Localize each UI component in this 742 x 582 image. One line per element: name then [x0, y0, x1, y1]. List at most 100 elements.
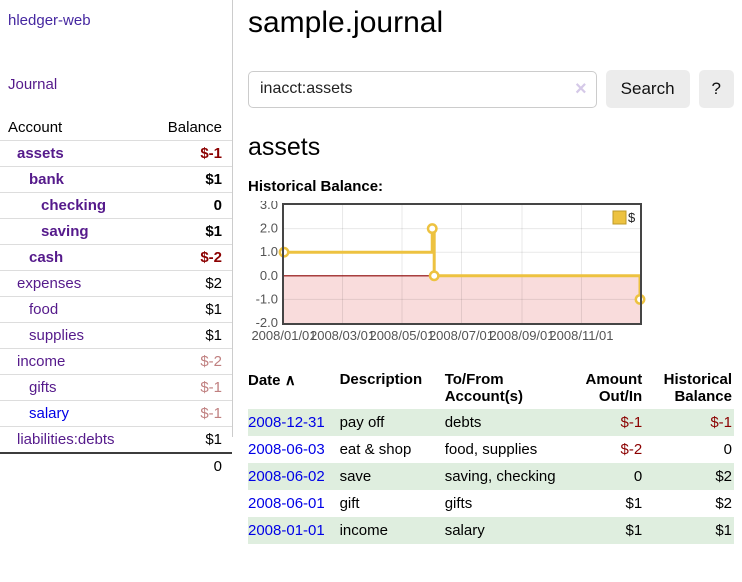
- txn-historical: $2: [715, 495, 732, 512]
- account-row: gifts $-1: [0, 374, 232, 401]
- txn-tofrom: debts: [444, 414, 482, 431]
- transactions-table: Date ∧ Description To/From Account(s) Am…: [248, 367, 734, 544]
- account-row: liabilities:debts $1: [0, 426, 232, 453]
- accounts-table: Account Balance assets $-1 bank $1 check…: [0, 115, 232, 479]
- account-link-gifts[interactable]: gifts: [29, 379, 57, 396]
- transaction-row: 2008-01-01 income salary $1 $1: [248, 517, 734, 544]
- txn-tofrom: saving, checking: [444, 468, 556, 485]
- txn-tofrom: salary: [444, 522, 485, 539]
- x-axis-tick-label: 2008/09/01: [489, 328, 554, 343]
- account-row: saving $1: [0, 218, 232, 245]
- txn-description: save: [339, 468, 372, 485]
- negative-region: [284, 275, 640, 323]
- txn-amount: 0: [633, 468, 643, 485]
- account-balance: $-1: [200, 145, 222, 162]
- account-row: supplies $1: [0, 322, 232, 349]
- txn-description: pay off: [339, 414, 385, 431]
- accounts-total-row: 0: [0, 452, 232, 479]
- clear-search-icon[interactable]: ×: [574, 77, 587, 100]
- y-axis-tick-label: 2.0: [260, 221, 278, 236]
- txn-historical: 0: [723, 441, 732, 458]
- main-content: sample.journal × Search ? assets Histori…: [234, 0, 742, 544]
- txn-amount: $-1: [620, 414, 643, 431]
- data-point-marker: [426, 223, 438, 235]
- account-row: income $-2: [0, 348, 232, 375]
- account-balance: $1: [145, 166, 232, 193]
- txn-header-date[interactable]: Date ∧: [248, 372, 296, 389]
- x-axis-tick-label: 2008/03/01: [310, 328, 375, 343]
- brand-link[interactable]: hledger-web: [8, 12, 91, 29]
- account-link-income[interactable]: income: [17, 353, 66, 370]
- account-link-assets[interactable]: assets: [17, 145, 64, 162]
- account-link-checking[interactable]: checking: [41, 197, 107, 214]
- txn-historical: $1: [715, 522, 732, 539]
- txn-tofrom: food, supplies: [444, 441, 538, 458]
- account-row: bank $1: [0, 166, 232, 193]
- account-link-expenses[interactable]: expenses: [17, 275, 82, 292]
- account-balance: $1: [145, 296, 232, 323]
- account-row: expenses $2: [0, 270, 232, 297]
- accounts-header-balance: Balance: [145, 115, 232, 141]
- txn-date-link[interactable]: 2008-06-03: [248, 441, 325, 458]
- txn-historical: $2: [715, 468, 732, 485]
- register-account-heading: assets: [248, 133, 321, 161]
- help-button[interactable]: ?: [698, 70, 734, 108]
- txn-date-link[interactable]: 2008-06-01: [248, 495, 325, 512]
- page-title: sample.journal: [248, 6, 444, 39]
- search-button[interactable]: Search: [605, 70, 690, 108]
- account-balance: $1: [145, 322, 232, 349]
- txn-header-historical: Historical Balance: [663, 371, 732, 405]
- account-link-supplies[interactable]: supplies: [29, 327, 85, 344]
- historical-balance-chart: $3.0 2.0 1.0 0.0 -1.0 -2.02008/01/012008/03/0…: [251, 197, 646, 343]
- txn-date-link[interactable]: 2008-01-01: [248, 522, 325, 539]
- sidebar: hledger-web Journal Account Balance asse…: [0, 0, 233, 479]
- search-input[interactable]: [248, 70, 597, 108]
- account-link-saving[interactable]: saving: [41, 223, 89, 240]
- legend-swatch: [612, 210, 627, 225]
- account-balance: $1: [145, 218, 232, 245]
- account-link-liabilities-debts[interactable]: liabilities:debts: [17, 431, 115, 448]
- x-axis-tick-label: 2008/11/01: [549, 328, 613, 343]
- txn-amount: $1: [625, 495, 643, 512]
- txn-header-tofrom: To/From Account(s): [444, 371, 524, 405]
- txn-header-description: Description: [339, 371, 423, 388]
- y-axis-tick-label: -1.0: [256, 291, 278, 306]
- txn-header-amount: Amount Out/In: [585, 371, 643, 405]
- txn-amount: $-2: [620, 441, 643, 458]
- y-axis-tick-label: 1.0: [260, 244, 278, 259]
- txn-date-link[interactable]: 2008-12-31: [248, 414, 325, 431]
- account-balance: $-2: [145, 244, 232, 271]
- legend-label: $: [628, 210, 636, 225]
- transaction-row: 2008-06-03 eat & shop food, supplies $-2…: [248, 436, 734, 463]
- account-balance: $-1: [145, 374, 232, 401]
- chart-title: Historical Balance:: [248, 178, 384, 195]
- account-balance: $1: [145, 426, 232, 453]
- x-axis-tick-label: 2008/05/01: [369, 328, 434, 343]
- sidebar-item-journal[interactable]: Journal: [8, 76, 58, 93]
- accounts-header-account: Account: [0, 115, 146, 141]
- account-balance: $2: [145, 270, 232, 297]
- search-form: × Search ?: [248, 70, 734, 108]
- chart-container: $3.0 2.0 1.0 0.0 -1.0 -2.0 2008/01/01 2008/03/0…: [248, 197, 734, 350]
- y-axis-tick-label: -2.0: [256, 315, 278, 330]
- plot-border: [282, 203, 642, 325]
- txn-date-link[interactable]: 2008-06-02: [248, 468, 325, 485]
- account-row: checking 0: [0, 192, 232, 219]
- txn-historical: $-1: [710, 414, 732, 431]
- transaction-row: 2008-12-31 pay off debts $-1 $-1: [248, 409, 734, 436]
- account-row: cash $-2: [0, 244, 232, 271]
- data-point-marker: [428, 270, 440, 282]
- sort-ascending-icon: ∧: [284, 372, 296, 389]
- account-link-salary[interactable]: salary: [29, 405, 70, 422]
- txn-description: eat & shop: [339, 441, 412, 458]
- txn-amount: $1: [625, 522, 643, 539]
- account-link-food[interactable]: food: [29, 301, 59, 318]
- txn-tofrom: gifts: [444, 495, 473, 512]
- account-link-cash[interactable]: cash: [29, 249, 64, 266]
- x-axis-tick-label: 2008/01/01: [251, 328, 316, 343]
- account-link-bank[interactable]: bank: [29, 171, 65, 188]
- accounts-total-balance: 0: [145, 452, 232, 479]
- x-axis-tick-label: 2008/07/01: [429, 328, 494, 343]
- account-balance: $-1: [145, 400, 232, 427]
- txn-description: gift: [339, 495, 360, 512]
